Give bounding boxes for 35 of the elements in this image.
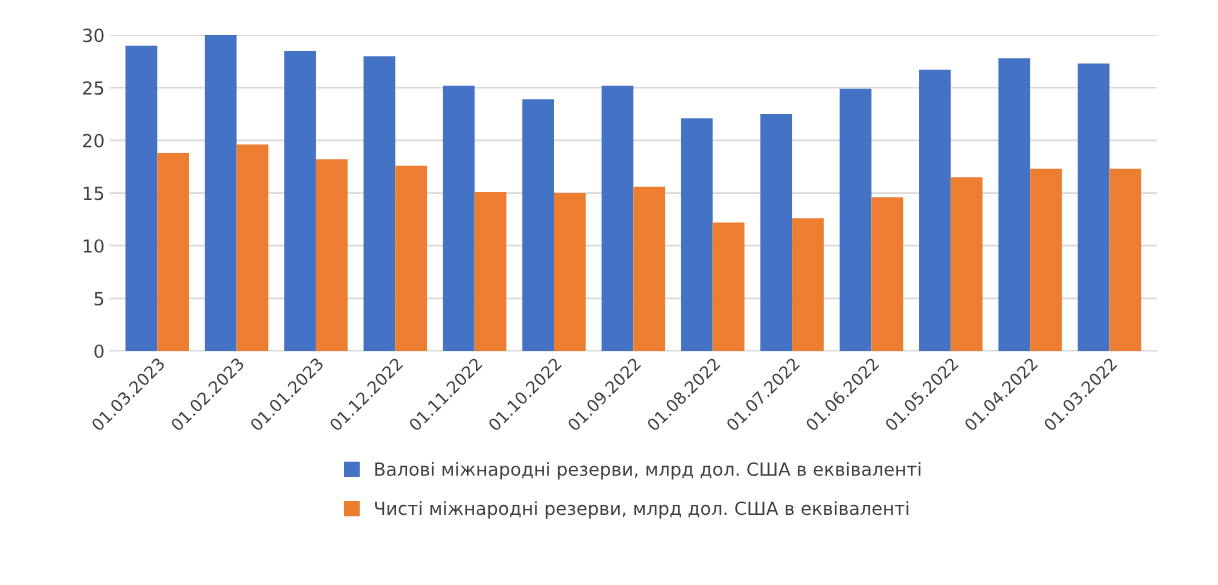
y-tick-label: 30 [83,28,104,43]
bar [601,85,634,351]
bar [442,85,475,351]
y-tick-label: 25 [83,81,104,95]
y-tick-label: 10 [83,239,104,253]
legend-label: Чисті міжнародні резерви, млрд дол. США в еквіваленті [375,501,909,519]
bar [204,35,237,351]
bar [522,99,555,351]
bar [792,218,824,351]
bar [760,114,793,351]
bar [839,88,872,351]
bar [474,192,507,351]
y-tick-label: 15 [83,186,104,201]
bar [998,58,1031,351]
bar [554,193,586,351]
bar [712,222,745,351]
bar [157,153,189,351]
y-tick-label: 20 [83,133,104,148]
legend-label: Валові міжнародні резерви, млрд дол. США в еквіваленті [375,462,921,480]
bar [125,45,158,351]
bar [950,177,983,351]
y-tick-label: 0 [94,344,104,359]
bar [919,69,951,351]
bar [315,159,348,351]
bar [871,197,904,351]
bar [236,144,269,351]
y-tick-label: 5 [94,292,104,306]
bar [633,186,666,351]
bar [395,165,428,351]
bar [680,118,713,351]
bar [1030,168,1062,351]
bar [1077,63,1110,351]
bar [1109,168,1142,351]
bar [363,56,396,351]
bar [284,50,316,351]
